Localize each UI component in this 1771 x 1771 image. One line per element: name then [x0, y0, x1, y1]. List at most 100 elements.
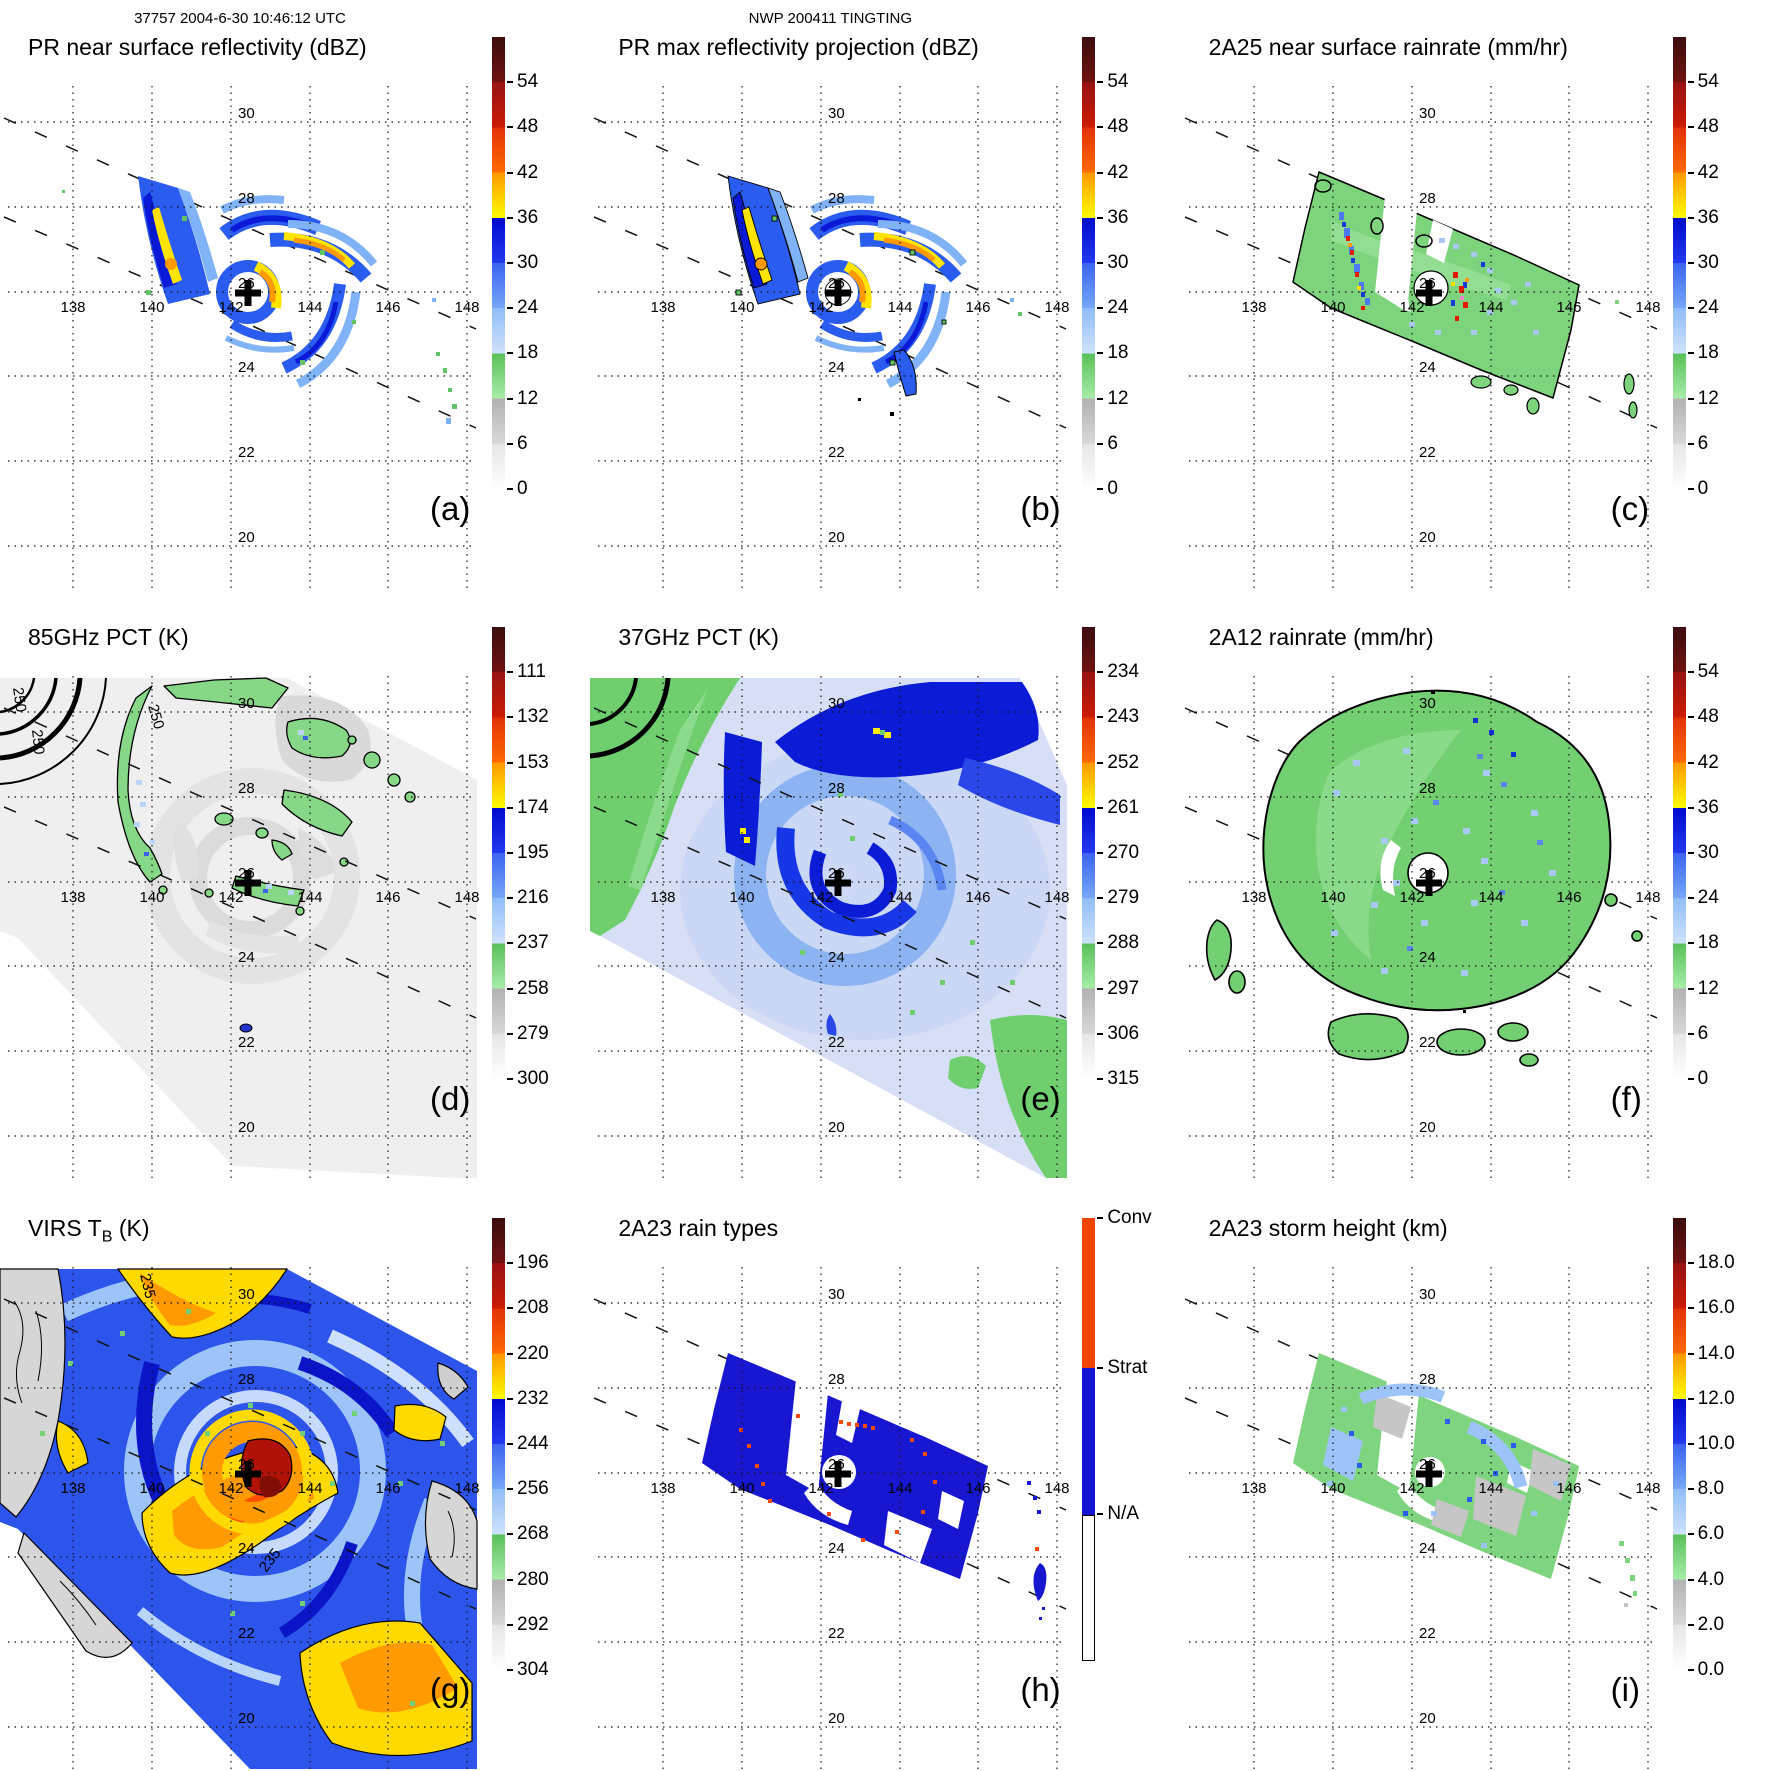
latitude-label: 28	[238, 780, 255, 797]
colorbar-tick-label: 36	[1097, 207, 1129, 228]
colorbar	[492, 1217, 505, 1670]
longitude-label: 144	[297, 299, 322, 316]
swath-edge-dashed-lines	[1184, 117, 1657, 429]
panel-h: 138 140 142 144 146 148 30 28 26 24 22 20 2A23 rain…	[590, 1181, 1180, 1771]
colorbar	[1082, 37, 1096, 489]
colorbar-tick-label: 270	[1097, 842, 1140, 864]
latitude-label: 20	[828, 1710, 845, 1727]
colorbar-tick-label: 111	[507, 661, 546, 683]
rainrate-swath	[1291, 171, 1638, 419]
colorbar-tick-label: 48	[1687, 116, 1719, 137]
panel-header: NWP 200411 TINGTING	[748, 10, 913, 27]
colorbar-tick-label: 315	[1097, 1068, 1140, 1090]
panel-title: VIRS TB (K)	[28, 1215, 150, 1247]
panel-letter: (c)	[1610, 490, 1650, 527]
latitude-label: 24	[828, 359, 845, 376]
latitude-label: 30	[238, 695, 255, 712]
colorbar-tick-label: 132	[507, 706, 549, 728]
storm-center-marker	[825, 280, 852, 306]
longitude-label: 140	[1320, 889, 1345, 906]
longitude-label: 148	[1045, 299, 1070, 316]
panel-title: PR near surface reflectivity (dBZ)	[28, 34, 367, 61]
panel-letter: (a)	[430, 490, 471, 527]
latitude-label: 30	[828, 105, 845, 122]
longitude-label: 144	[888, 299, 913, 316]
panel-title-text: PR near surface reflectivity (dBZ)	[28, 34, 367, 60]
panel-b: 138 140 142 144 146 148 30 28 26 24 22 20 NWP 20041…	[590, 0, 1180, 590]
longitude-label: 142	[218, 299, 243, 316]
latitude-label: 30	[1419, 1286, 1436, 1303]
colorbar-ticks: 54 48 42 36 30 24 18 12 6 0	[1095, 0, 1165, 590]
colorbar-tick-label: 18	[1687, 932, 1719, 954]
colorbar-tick-label: 36	[1687, 797, 1719, 819]
longitude-label: 148	[454, 889, 479, 906]
swath-edge-line	[1184, 1297, 1657, 1511]
latitude-label: 20	[238, 1710, 255, 1727]
colorbar-tick-label: 30	[1097, 252, 1129, 273]
panel-header: 37757 2004-6-30 10:46:12 UTC	[134, 10, 346, 27]
latitude-label: 30	[828, 695, 845, 712]
colorbar-tick-label: 54	[1097, 71, 1129, 92]
contour-label: 250	[28, 729, 48, 756]
longitude-label: 148	[1635, 299, 1660, 316]
panel-a: 138 140 142 144 146 148 30 28 26 24 22 20 37757 200…	[0, 0, 590, 590]
colorbar-tick-label: 54	[1687, 71, 1719, 92]
latitude-label: 28	[828, 780, 845, 797]
latitude-label: 28	[828, 190, 845, 207]
colorbar-tick-label: 174	[507, 797, 549, 819]
latitude-label: 20	[828, 1119, 845, 1136]
colorbar-category-label: N/A	[1097, 1502, 1140, 1524]
panel-title-text: VIRS T	[28, 1214, 102, 1241]
panel-title-text: 2A23 storm height (km)	[1208, 1214, 1448, 1241]
panel-title: 2A23 rain types	[618, 1215, 778, 1242]
panel-i: 138 140 142 144 146 148 30 28 26 24 22 20 2A23 stor…	[1181, 1181, 1771, 1771]
panel-g: 235 235 138 140 142 144 146 148 30 28 26 24 22 20 V…	[0, 1181, 590, 1771]
swath-edge-line	[1184, 117, 1657, 330]
longitude-label: 138	[651, 299, 676, 316]
longitude-label: 138	[60, 299, 85, 316]
longitude-label: 148	[1045, 889, 1070, 906]
swath-edge-dashed-lines	[1184, 1297, 1657, 1610]
latitude-label: 20	[1419, 529, 1436, 546]
colorbar-tick-label: 42	[1097, 162, 1129, 183]
latitude-label: 20	[1419, 1710, 1436, 1727]
latitude-label: 28	[238, 190, 255, 207]
latitude-label: 24	[1419, 359, 1436, 376]
latitude-label: 24	[1419, 949, 1436, 966]
colorbar-tick-label: 234	[1097, 661, 1140, 683]
panel-title-text: 85GHz PCT (K)	[28, 624, 189, 651]
colorbar-tick-label: 18	[506, 342, 539, 363]
colorbar-tick-label: 208	[507, 1296, 549, 1318]
swath-edge-dashed-lines	[594, 117, 1067, 429]
swath-edge-line	[3, 1396, 477, 1610]
longitude-label: 146	[375, 299, 400, 316]
latitude-label: 22	[828, 1625, 845, 1642]
colorbar-tick-label: 6.0	[1687, 1522, 1725, 1544]
latitude-label: 22	[1419, 444, 1436, 461]
longitude-label: 146	[1556, 1480, 1581, 1497]
panel-letter: (h)	[1020, 1670, 1061, 1708]
latitude-label: 22	[238, 1034, 255, 1051]
colorbar-tick-label: 153	[507, 752, 549, 774]
latitude-label: 24	[238, 949, 255, 966]
panel-f: 138 140 142 144 146 148 30 28 26 24 22 20 2A12 rain…	[1181, 590, 1771, 1180]
colorbar-tick-label: 36	[506, 207, 539, 228]
latitude-label: 28	[1419, 780, 1436, 797]
colorbar-tick-label: 4.0	[1687, 1568, 1725, 1590]
colorbar-tick-label: 42	[506, 162, 539, 183]
longitude-label: 146	[966, 299, 991, 316]
colorbar-tick-label: 0.0	[1687, 1658, 1725, 1680]
colorbar-tick-label: 279	[507, 1023, 549, 1045]
panel-title: 2A25 near surface rainrate (mm/hr)	[1209, 34, 1568, 61]
panel-title: 85GHz PCT (K)	[28, 624, 189, 651]
longitude-label: 144	[297, 1480, 322, 1497]
panel-title-text: 2A23 rain types	[618, 1214, 779, 1241]
colorbar-tick-label: 256	[507, 1477, 549, 1499]
colorbar-tick-label: 252	[1097, 752, 1140, 774]
panel-letter: (g)	[430, 1670, 471, 1708]
longitude-label: 140	[730, 299, 755, 316]
colorbar-tick-label: 279	[1097, 887, 1140, 909]
